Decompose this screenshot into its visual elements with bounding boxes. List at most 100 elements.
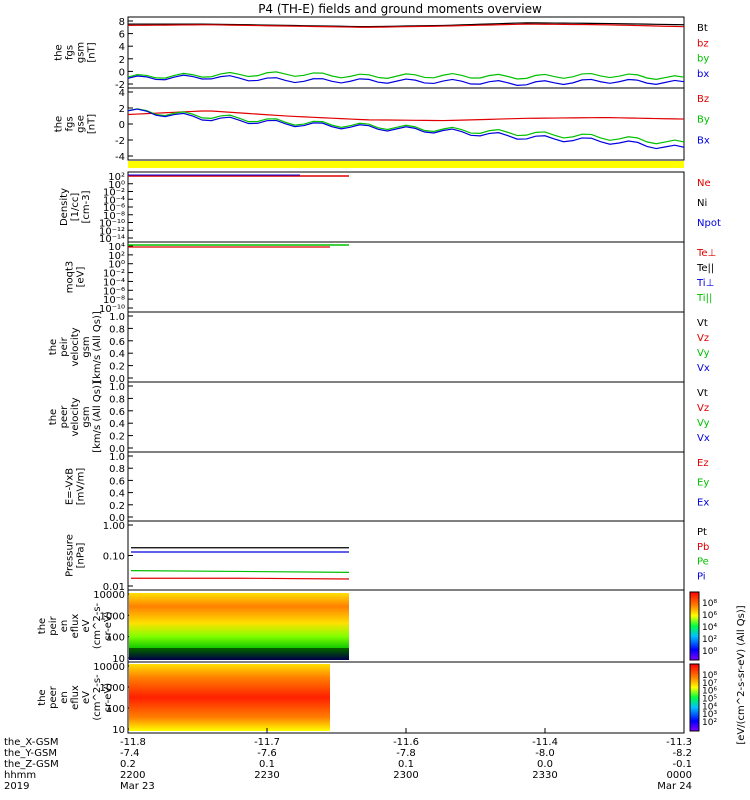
colorbar-tick-label: 10⁷ — [702, 679, 717, 689]
y-tick-label: 6 — [119, 30, 125, 41]
panel-fgs: 8 64 20 -2 the fgs gsm [nT] Bt bz by bx — [54, 16, 709, 91]
y-axis-label: en — [59, 620, 70, 633]
x-tick-label: 0.2 — [120, 759, 136, 770]
panel-vpeir: 1.00.8 0.60.4 0.20.0 the peir velocity gsm [km/… — [48, 311, 710, 385]
legend-Pb: Pb — [697, 542, 709, 553]
legend-Ey: Ey — [697, 478, 709, 489]
y-axis-label: peer — [48, 685, 59, 709]
y-axis-label: [km/s (All Qs)] — [92, 311, 103, 383]
colorbar-tick-label: 10³ — [702, 710, 717, 720]
y-tick-label: 10² — [108, 172, 125, 183]
y-tick-label: 0.4 — [109, 419, 125, 430]
y-axis-label: E=-VxB — [65, 468, 76, 505]
series-pressure-Pe — [130, 569, 350, 573]
legend-By: By — [697, 115, 710, 126]
y-axis-label: gsm — [81, 406, 92, 427]
y-axis-label: the — [54, 116, 65, 132]
x-tick-label: 2200 — [120, 770, 145, 781]
legend-Te⊥: Te⊥ — [696, 248, 716, 259]
spectrogram-peer — [129, 664, 330, 731]
status-bar — [128, 161, 684, 168]
legend-Bz: Bz — [697, 94, 709, 105]
y-tick-label: 1.00 — [103, 521, 125, 532]
y-tick-label: 0.8 — [109, 324, 125, 335]
colorbar-tick-label: 10⁸ — [702, 671, 717, 681]
y-tick-label: 0 — [119, 120, 125, 131]
y-axis-label: the — [48, 339, 59, 355]
y-tick-label: 2 — [119, 55, 125, 66]
y-tick-label: 10⁻⁴ — [103, 195, 125, 206]
y-axis-label: fgs — [65, 116, 76, 131]
y-tick-label: 10⁰ — [108, 260, 125, 271]
x-tick-label: -7.8 — [396, 748, 416, 759]
colorbar-tick-label: 10² — [702, 635, 717, 645]
legend-bx: bx — [697, 69, 709, 80]
y-axis-label: sr-eV) — [103, 611, 114, 640]
panel-frame — [127, 171, 685, 243]
y-tick-label: 0.4 — [109, 489, 125, 500]
x-tick-label: 0.1 — [259, 759, 275, 770]
series-pressure-Pb — [131, 577, 350, 580]
y-tick-label: 10⁻⁸ — [103, 295, 125, 306]
y-tick-label: 0 — [119, 67, 125, 78]
y-axis-label: gsm — [76, 42, 87, 63]
legend-Vt: Vt — [697, 318, 708, 329]
y-axis-label: the — [54, 44, 65, 60]
x-row-label: 2019 — [4, 781, 29, 792]
y-tick-label: 0.2 — [109, 432, 125, 443]
y-tick-label: 0.4 — [109, 349, 125, 360]
panel-efield: 1.00.80.6 0.40.20.0 E=-VxB [mV/m] Ez Ey Ex — [65, 451, 709, 524]
colorbar-tick-label: 10⁴ — [702, 702, 717, 712]
y-tick-label: 0.6 — [109, 407, 125, 418]
panel-frame — [127, 241, 685, 313]
series-fgs-by — [127, 71, 685, 80]
y-tick-label: 100 — [106, 704, 125, 715]
y-axis-label: velocity — [70, 397, 81, 436]
y-axis-label: the — [48, 409, 59, 425]
x-tick-label: -7.4 — [120, 748, 140, 759]
y-tick-label: 0.2 — [109, 362, 125, 373]
y-axis-label: peir — [48, 615, 59, 635]
panel-frame — [127, 87, 685, 161]
y-axis-label: eV — [81, 619, 92, 632]
y-tick-label: 10⁻⁶ — [103, 203, 125, 214]
y-tick-label: 10⁻¹⁰ — [99, 219, 125, 230]
legend-Te||: Te|| — [696, 263, 714, 274]
legend-Bx: Bx — [697, 135, 710, 146]
spectrogram-peir-noise — [129, 648, 349, 660]
series-fgs_gse-Bz — [127, 110, 685, 122]
y-tick-label: -2 — [115, 136, 125, 147]
panel-frame — [127, 16, 685, 89]
y-tick-label: 0.8 — [109, 464, 125, 475]
panel-fgs_gse: 4 2 0 -2 -4 the fgs gse [nT] Bz By Bx — [54, 87, 710, 163]
y-axis-label: eflux — [70, 685, 81, 710]
y-axis-label: the — [37, 618, 48, 634]
y-axis-label: velocity — [70, 327, 81, 366]
y-tick-label: 0.8 — [109, 394, 125, 405]
y-tick-label: 10⁻¹⁰ — [99, 304, 125, 315]
y-axis-label: [nT] — [87, 42, 98, 62]
x-tick-label: Mar 23 — [120, 781, 155, 792]
panel-frame — [127, 311, 685, 383]
y-tick-label: 1000 — [100, 611, 125, 622]
y-tick-label: 0.2 — [109, 501, 125, 512]
y-axis-label: eV — [81, 691, 92, 704]
series-fgs-bx — [127, 74, 685, 86]
x-tick-label: 0.0 — [537, 759, 553, 770]
x-tick-label: Mar 24 — [657, 781, 692, 792]
legend-Vz: Vz — [697, 333, 709, 344]
y-tick-label: 2 — [119, 104, 125, 115]
legend-Vy: Vy — [697, 348, 710, 359]
legend-Pe: Pe — [697, 557, 709, 568]
y-axis-label: (cm^2-s- — [92, 602, 103, 649]
x-tick-label: -11.6 — [393, 737, 419, 748]
y-tick-label: 0.01 — [103, 582, 125, 593]
legend-Ni: Ni — [697, 198, 707, 209]
y-axis-label: peir — [59, 336, 70, 356]
legend-Vy: Vy — [697, 418, 710, 429]
legend-Npot: Npot — [697, 218, 721, 229]
panel-frame — [127, 520, 685, 591]
colorbar-tick-label: 10² — [702, 718, 717, 728]
panel-vpeer: 1.00.8 0.60.4 0.20.0 the peer velocity gsm [km/… — [48, 381, 710, 455]
